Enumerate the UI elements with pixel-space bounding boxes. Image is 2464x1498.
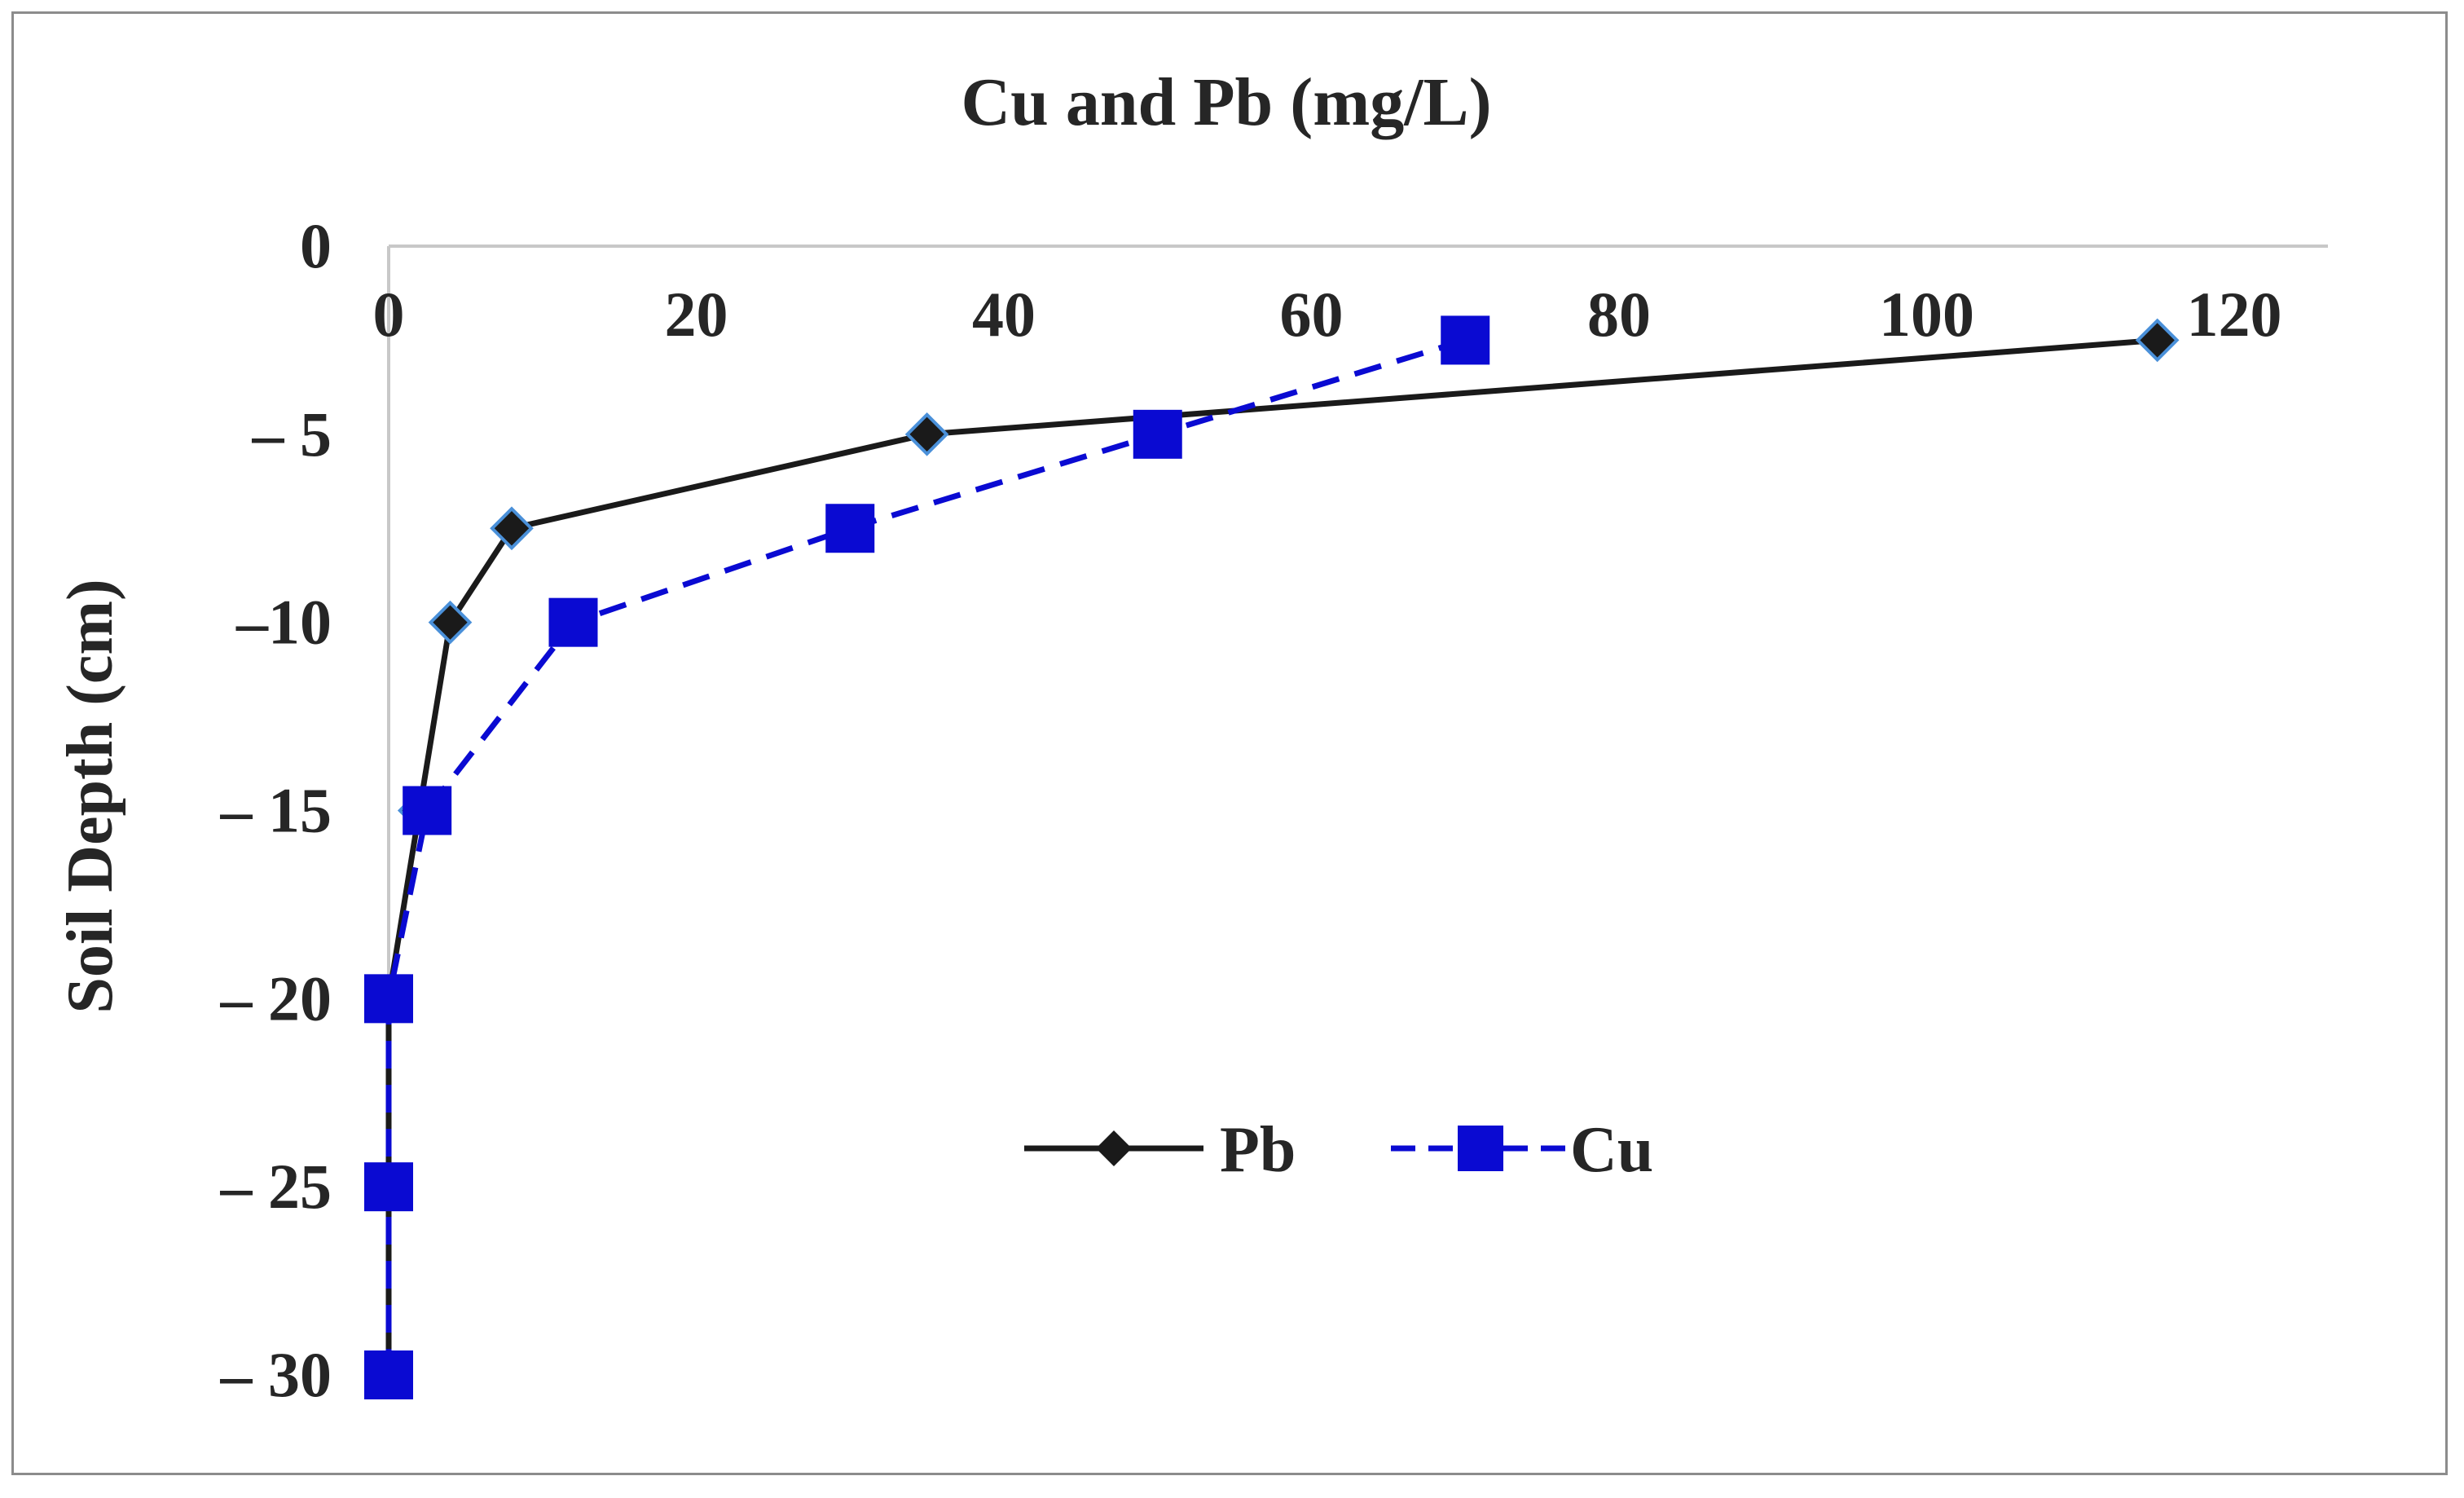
data-point-cu (364, 1350, 413, 1399)
series-cu (364, 315, 1490, 1399)
x-tick-labels: 0 20 40 60 80 100 120 (373, 279, 2282, 350)
y-tick-label: 0 (300, 210, 332, 281)
axes (387, 245, 2328, 1375)
x-tick-label: 120 (2187, 279, 2282, 350)
x-tick-label: 60 (1280, 279, 1344, 350)
chart-svg: Cu and Pb (mg/L) Soil Depth (cm) 0 20 40 60… (55, 64, 2328, 1410)
series-line-cu (385, 337, 1467, 1375)
y-tick-label: – 20 (220, 963, 332, 1033)
x-tick-label: 20 (665, 279, 728, 350)
legend-label-cu: Cu (1570, 1114, 1653, 1186)
x-tick-label: 100 (1879, 279, 1974, 350)
x-tick-label: 0 (373, 279, 405, 350)
legend-marker-pb (1096, 1130, 1132, 1166)
data-point-cu (548, 597, 598, 647)
data-point-pb (904, 412, 949, 456)
y-tick-label: – 25 (220, 1151, 332, 1222)
data-point-cu (825, 504, 875, 553)
legend: Pb Cu (1024, 1114, 1653, 1186)
data-point-pb (428, 600, 473, 645)
data-point-cu (364, 1162, 413, 1212)
legend-label-pb: Pb (1220, 1114, 1296, 1186)
data-point-cu (1441, 315, 1490, 365)
y-tick-labels: 0 – 5 –10 – 15 – 20 – 25 – 30 (220, 210, 332, 1410)
chart-title: Cu and Pb (mg/L) (961, 64, 1491, 140)
y-axis-label: Soil Depth (cm) (55, 579, 126, 1013)
series-pb (367, 318, 2180, 1397)
data-point-pb (2135, 318, 2180, 363)
chart-frame: Cu and Pb (mg/L) Soil Depth (cm) 0 20 40 60… (11, 11, 2448, 1475)
y-tick-label: –10 (235, 587, 332, 658)
data-point-cu (364, 974, 413, 1024)
y-tick-label: – 30 (220, 1339, 332, 1410)
series-layer (364, 315, 2180, 1399)
series-line-pb (385, 337, 2158, 1375)
x-tick-label: 40 (972, 279, 1036, 350)
data-point-cu (1133, 409, 1182, 459)
y-tick-label: – 15 (220, 775, 332, 846)
x-tick-label: 80 (1587, 279, 1651, 350)
legend-marker-cu (1458, 1126, 1503, 1171)
data-point-pb (490, 506, 534, 551)
y-tick-label: – 5 (252, 399, 332, 469)
data-point-cu (403, 786, 452, 835)
